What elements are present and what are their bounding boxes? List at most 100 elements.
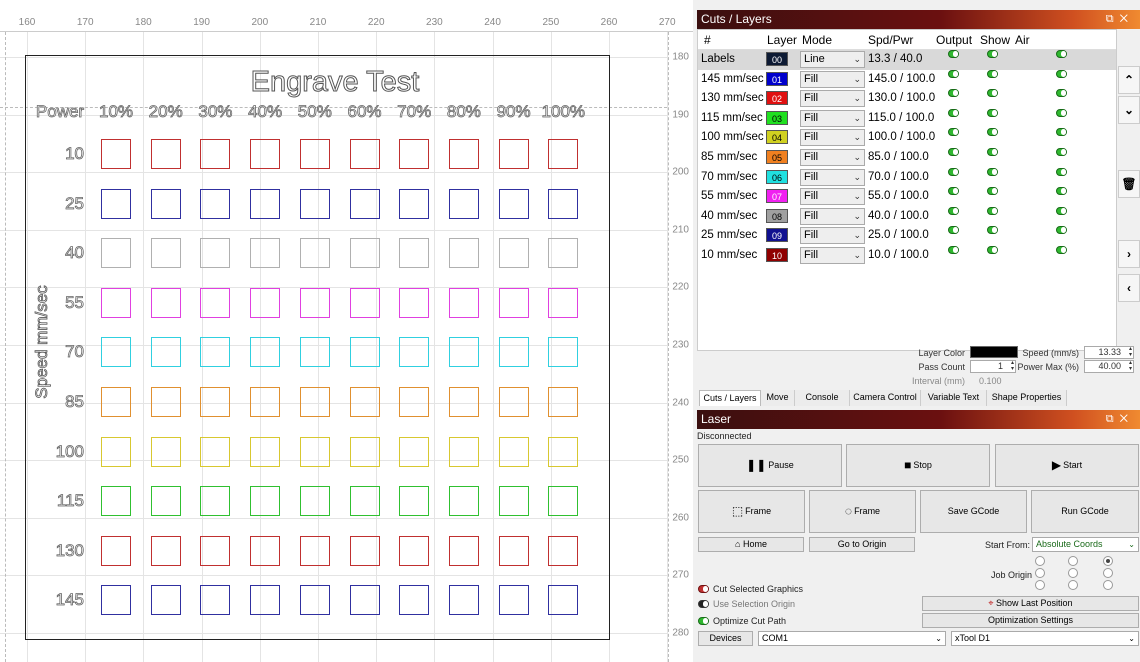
test-square[interactable] — [548, 139, 579, 169]
job-origin-radio-tl[interactable] — [1035, 556, 1045, 566]
test-square[interactable] — [299, 188, 330, 219]
run-gcode-button[interactable]: Run GCode — [1031, 490, 1139, 533]
test-square[interactable] — [498, 535, 529, 566]
device-select[interactable]: xTool D1 ⌄ — [951, 631, 1139, 646]
output-toggle[interactable] — [948, 167, 959, 176]
test-square[interactable] — [448, 188, 479, 219]
test-square[interactable] — [150, 337, 181, 368]
power-input[interactable]: 40.00 — [1084, 360, 1134, 373]
test-square[interactable] — [349, 535, 380, 566]
power-label[interactable]: 30% — [198, 102, 233, 122]
test-square[interactable] — [250, 238, 281, 269]
chevron-left-icon[interactable]: ‹ — [1118, 274, 1140, 302]
layer-row[interactable]: 100 mm/sec 04 Fill ⌄ 100.0 / 100.0 — [698, 128, 1116, 148]
show-toggle[interactable] — [987, 187, 998, 196]
job-origin-radio-bc[interactable] — [1068, 580, 1078, 590]
output-toggle[interactable] — [948, 50, 959, 58]
air-toggle[interactable] — [1056, 187, 1067, 196]
layer-color-badge[interactable]: 05 — [766, 149, 788, 164]
power-label[interactable]: 60% — [347, 102, 382, 122]
test-square[interactable] — [150, 139, 181, 169]
air-toggle[interactable] — [1056, 147, 1067, 156]
save-gcode-button[interactable]: Save GCode — [920, 490, 1027, 533]
test-square[interactable] — [498, 387, 529, 417]
mode-select[interactable]: Fill ⌄ — [800, 70, 865, 88]
layer-row[interactable]: 70 mm/sec 06 Fill ⌄ 70.0 / 100.0 — [698, 167, 1116, 188]
test-square[interactable] — [349, 337, 380, 368]
power-label[interactable]: 90% — [496, 102, 531, 122]
speed-axis-label[interactable]: Speed mm/sec — [32, 285, 52, 399]
test-square[interactable] — [498, 238, 529, 269]
layer-row[interactable]: 115 mm/sec 03 Fill ⌄ 115.0 / 100.0 — [698, 108, 1116, 129]
test-square[interactable] — [101, 585, 131, 616]
output-toggle[interactable] — [948, 69, 959, 78]
port-select[interactable]: COM1 ⌄ — [758, 631, 946, 646]
test-square[interactable] — [200, 238, 231, 269]
test-square[interactable] — [150, 436, 181, 467]
output-toggle[interactable] — [948, 245, 959, 254]
test-square[interactable] — [399, 287, 430, 318]
test-square[interactable] — [250, 188, 281, 219]
layer-color-badge[interactable]: 08 — [766, 208, 788, 223]
test-square[interactable] — [200, 436, 231, 467]
test-square[interactable] — [101, 287, 131, 318]
power-label[interactable]: 10% — [98, 102, 134, 122]
frame-circle-button[interactable]: ◌ Frame — [809, 490, 916, 533]
output-toggle[interactable] — [948, 89, 959, 98]
layer-color-badge[interactable]: 04 — [766, 130, 788, 145]
test-square[interactable] — [250, 337, 281, 368]
mode-select[interactable]: Fill ⌄ — [800, 246, 865, 264]
test-square[interactable] — [399, 238, 430, 269]
power-label[interactable]: 20% — [148, 102, 183, 122]
test-square[interactable] — [101, 188, 131, 219]
test-square[interactable] — [498, 337, 529, 368]
test-square[interactable] — [498, 486, 529, 517]
test-square[interactable] — [498, 585, 529, 616]
use-selection-origin-toggle[interactable] — [698, 600, 709, 608]
test-square[interactable] — [399, 139, 430, 169]
go-to-origin-button[interactable]: Go to Origin — [809, 537, 915, 552]
optimize-cut-toggle[interactable] — [698, 617, 709, 625]
test-square[interactable] — [299, 238, 330, 269]
test-square[interactable] — [498, 287, 529, 318]
test-square[interactable] — [448, 436, 479, 467]
test-square[interactable] — [200, 287, 231, 318]
job-origin-radio-mr[interactable] — [1103, 568, 1113, 578]
layer-row[interactable]: Labels 00 Line ⌄ 13.3 / 40.0 — [698, 50, 1116, 70]
test-square[interactable] — [200, 337, 231, 368]
test-square[interactable] — [200, 535, 231, 566]
pass-count-input[interactable]: 1 — [970, 360, 1016, 373]
show-toggle[interactable] — [987, 167, 998, 176]
test-square[interactable] — [548, 337, 579, 368]
air-toggle[interactable] — [1056, 50, 1067, 58]
air-toggle[interactable] — [1056, 108, 1067, 117]
power-label[interactable]: 40% — [248, 102, 283, 122]
start-button[interactable]: ▶ Start — [995, 444, 1139, 487]
air-toggle[interactable] — [1056, 89, 1067, 98]
test-square[interactable] — [349, 387, 380, 417]
layer-color-swatch[interactable] — [970, 346, 1018, 358]
output-toggle[interactable] — [948, 108, 959, 117]
mode-select[interactable]: Fill ⌄ — [800, 168, 865, 186]
show-toggle[interactable] — [987, 226, 998, 235]
test-square[interactable] — [349, 436, 380, 467]
test-square[interactable] — [548, 287, 579, 318]
test-square[interactable] — [349, 287, 380, 318]
job-origin-radio-mc[interactable] — [1068, 568, 1078, 578]
test-square[interactable] — [150, 535, 181, 566]
test-square[interactable] — [200, 188, 231, 219]
test-square[interactable] — [349, 585, 380, 616]
speed-label[interactable]: 130 — [55, 540, 84, 560]
power-label[interactable]: 50% — [297, 102, 332, 122]
layer-row[interactable]: 55 mm/sec 07 Fill ⌄ 55.0 / 100.0 — [698, 187, 1116, 207]
power-label[interactable]: 100% — [541, 102, 586, 122]
test-square[interactable] — [101, 436, 131, 467]
output-toggle[interactable] — [948, 206, 959, 215]
layer-color-badge[interactable]: 07 — [766, 189, 788, 204]
close-icon[interactable]: ✕ — [1119, 13, 1134, 25]
layer-row[interactable]: 40 mm/sec 08 Fill ⌄ 40.0 / 100.0 — [698, 206, 1116, 227]
show-toggle[interactable] — [987, 147, 998, 156]
speed-input[interactable]: 13.33 — [1084, 346, 1134, 359]
test-square[interactable] — [299, 535, 330, 566]
test-square[interactable] — [349, 238, 380, 269]
